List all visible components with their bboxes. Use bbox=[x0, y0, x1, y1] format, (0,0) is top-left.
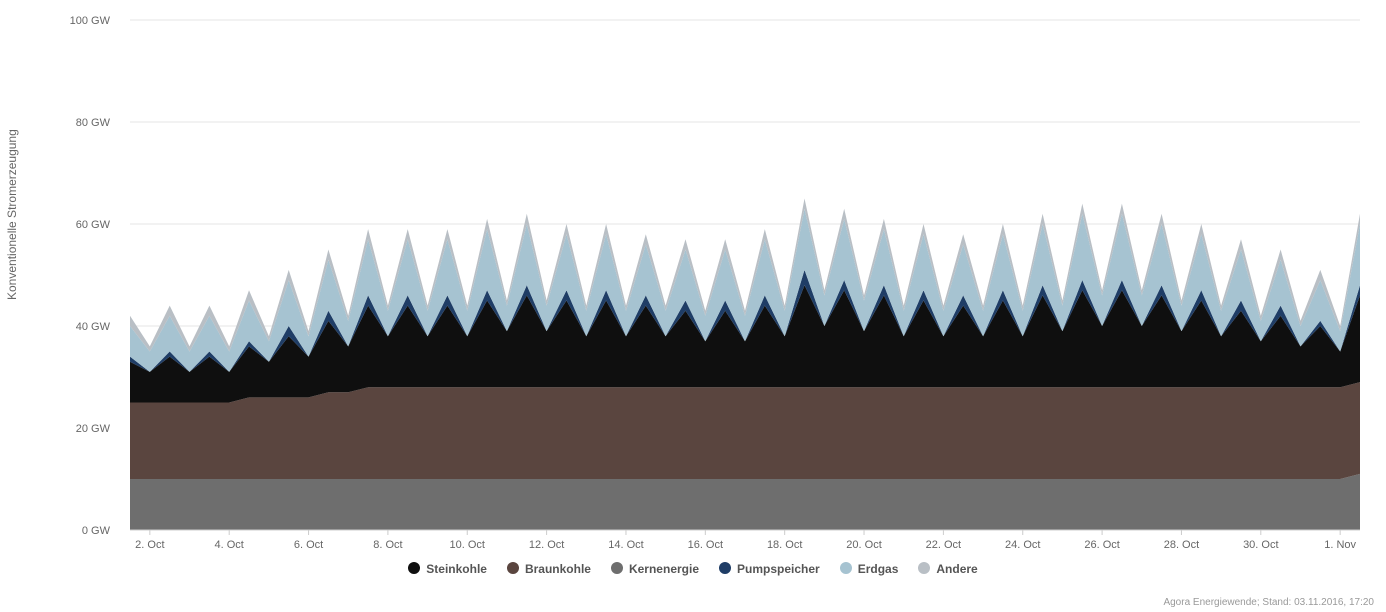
svg-text:24. Oct: 24. Oct bbox=[1005, 539, 1040, 551]
legend-swatch-pumpspeicher bbox=[719, 562, 731, 574]
chart-container: Konventionelle Stromerzeugung 0 GW20 GW4… bbox=[0, 0, 1386, 612]
legend-item-erdgas[interactable]: Erdgas bbox=[840, 562, 899, 576]
svg-text:4. Oct: 4. Oct bbox=[215, 539, 244, 551]
stacked-area-chart: 0 GW 20 GW 40 GW 60 GW 80 GW 100 GW 2. Oct 4. O… bbox=[0, 0, 1386, 560]
area-kernenergie bbox=[130, 474, 1360, 530]
svg-text:16. Oct: 16. Oct bbox=[688, 539, 723, 551]
legend-item-braunkohle[interactable]: Braunkohle bbox=[507, 562, 591, 576]
legend-swatch-erdgas bbox=[840, 562, 852, 574]
svg-text:20 GW: 20 GW bbox=[76, 423, 111, 435]
legend-label-pumpspeicher: Pumpspeicher bbox=[737, 562, 820, 576]
footer-source: Agora Energiewende; Stand: bbox=[1163, 597, 1294, 608]
svg-text:100 GW: 100 GW bbox=[70, 15, 111, 27]
svg-text:26. Oct: 26. Oct bbox=[1084, 539, 1119, 551]
legend-label-steinkohle: Steinkohle bbox=[426, 562, 487, 576]
legend-label-braunkohle: Braunkohle bbox=[525, 562, 591, 576]
legend-label-andere: Andere bbox=[936, 562, 977, 576]
svg-text:2. Oct: 2. Oct bbox=[135, 539, 164, 551]
chart-legend: Steinkohle Braunkohle Kernenergie Pumpspeic… bbox=[0, 562, 1386, 576]
legend-swatch-andere bbox=[918, 562, 930, 574]
legend-swatch-kernenergie bbox=[611, 562, 623, 574]
chart-footer: Agora Energiewende; Stand: 03.11.2016, 1… bbox=[1163, 597, 1374, 608]
legend-item-andere[interactable]: Andere bbox=[918, 562, 977, 576]
svg-text:18. Oct: 18. Oct bbox=[767, 539, 802, 551]
footer-timestamp: 03.11.2016, 17:20 bbox=[1294, 597, 1374, 608]
svg-text:0 GW: 0 GW bbox=[82, 525, 111, 537]
svg-text:8. Oct: 8. Oct bbox=[373, 539, 402, 551]
legend-swatch-steinkohle bbox=[408, 562, 420, 574]
svg-text:40 GW: 40 GW bbox=[76, 321, 111, 333]
svg-text:80 GW: 80 GW bbox=[76, 117, 111, 129]
svg-text:6. Oct: 6. Oct bbox=[294, 539, 323, 551]
svg-text:14. Oct: 14. Oct bbox=[608, 539, 643, 551]
svg-text:60 GW: 60 GW bbox=[76, 219, 111, 231]
legend-item-steinkohle[interactable]: Steinkohle bbox=[408, 562, 487, 576]
svg-text:22. Oct: 22. Oct bbox=[926, 539, 961, 551]
svg-text:12. Oct: 12. Oct bbox=[529, 539, 564, 551]
svg-text:20. Oct: 20. Oct bbox=[846, 539, 881, 551]
svg-text:28. Oct: 28. Oct bbox=[1164, 539, 1199, 551]
area-braunkohle bbox=[130, 382, 1360, 479]
legend-item-kernenergie[interactable]: Kernenergie bbox=[611, 562, 699, 576]
svg-text:30. Oct: 30. Oct bbox=[1243, 539, 1278, 551]
legend-label-erdgas: Erdgas bbox=[858, 562, 899, 576]
legend-swatch-braunkohle bbox=[507, 562, 519, 574]
legend-item-pumpspeicher[interactable]: Pumpspeicher bbox=[719, 562, 820, 576]
svg-text:1. Nov: 1. Nov bbox=[1324, 539, 1356, 551]
legend-label-kernenergie: Kernenergie bbox=[629, 562, 699, 576]
svg-text:10. Oct: 10. Oct bbox=[450, 539, 485, 551]
